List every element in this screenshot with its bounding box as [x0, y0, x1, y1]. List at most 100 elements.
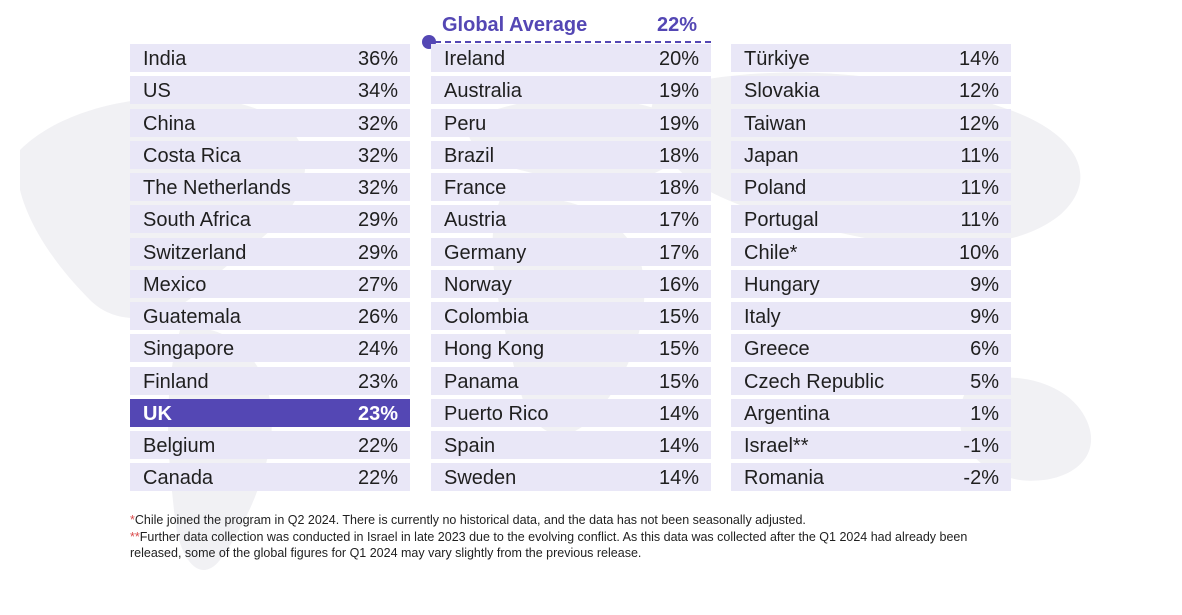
country-value: 14%	[958, 48, 999, 70]
country-value: -2%	[963, 467, 999, 490]
footnote-1: *Chile joined the program in Q2 2024. Th…	[130, 512, 1010, 529]
country-value: 11%	[960, 177, 999, 199]
country-name: Australia	[444, 80, 522, 103]
country-name: Türkiye	[744, 48, 810, 70]
country-row: Japan 11%	[731, 140, 1011, 169]
country-row: Czech Republic 5%	[731, 366, 1011, 395]
country-value: 29%	[357, 209, 398, 232]
country-row: Costa Rica 32%	[130, 140, 410, 169]
country-value: 11%	[960, 144, 999, 167]
country-name: UK	[143, 402, 172, 425]
country-row: Colombia 15%	[431, 302, 711, 330]
country-row: Guatemala 26%	[130, 302, 410, 330]
global-average-label: Global Average	[442, 14, 588, 36]
country-name: Taiwan	[744, 112, 807, 135]
country-row: Slovakia 12%	[731, 76, 1011, 105]
country-value: 17%	[658, 241, 699, 264]
country-value: 18%	[658, 177, 699, 199]
country-row: Ireland 20%	[431, 44, 711, 72]
country-name: Sweden	[444, 467, 517, 490]
country-name: Slovakia	[744, 80, 820, 103]
country-name: Ireland	[444, 48, 506, 70]
country-row: Hong Kong 15%	[431, 334, 711, 363]
country-name: Japan	[744, 144, 799, 167]
country-name: US	[143, 80, 171, 103]
country-row: Finland 23%	[130, 366, 410, 395]
country-value: 22%	[357, 467, 398, 490]
country-row: Germany 17%	[431, 237, 711, 266]
country-row: Canada 22%	[130, 463, 410, 492]
country-row: Mexico 27%	[130, 269, 410, 298]
country-name: Colombia	[444, 306, 529, 328]
country-row: India 36%	[130, 44, 410, 72]
country-value: 36%	[357, 48, 398, 70]
country-name: Hungary	[744, 273, 820, 296]
country-name: Finland	[143, 370, 209, 393]
country-value: 12%	[958, 112, 999, 135]
country-row: Greece 6%	[731, 334, 1011, 363]
country-row: Australia 19%	[431, 76, 711, 105]
country-value: 23%	[357, 370, 398, 393]
country-name: Chile*	[744, 241, 798, 264]
country-name: Romania	[744, 467, 825, 490]
country-name: Mexico	[143, 273, 207, 296]
country-name: Costa Rica	[143, 144, 241, 167]
country-value: 14%	[658, 435, 699, 457]
country-value: 14%	[658, 467, 699, 490]
country-name: Hong Kong	[444, 338, 545, 361]
country-row: The Netherlands 32%	[130, 173, 410, 201]
country-name: Switzerland	[143, 241, 247, 264]
country-name: Austria	[444, 209, 507, 232]
country-name: France	[444, 177, 507, 199]
country-row: Puerto Rico 14%	[431, 398, 711, 427]
country-name: Norway	[444, 273, 512, 296]
country-row: Italy 9%	[731, 302, 1011, 330]
country-name: Panama	[444, 370, 519, 393]
country-value: 9%	[970, 273, 999, 296]
country-value: 20%	[658, 48, 699, 70]
footnote-2-marker: **	[130, 529, 140, 544]
country-row: Panama 15%	[431, 366, 711, 395]
country-name: Peru	[444, 112, 487, 135]
country-row: Norway 16%	[431, 269, 711, 298]
country-row: China 32%	[130, 108, 410, 137]
country-row: Belgium 22%	[130, 431, 410, 459]
country-name: The Netherlands	[143, 177, 291, 199]
country-row: UK 23%	[130, 398, 410, 427]
country-name: Greece	[744, 338, 810, 361]
country-value: 27%	[357, 273, 398, 296]
country-value: 34%	[357, 80, 398, 103]
country-row: Portugal 11%	[731, 205, 1011, 234]
country-row: South Africa 29%	[130, 205, 410, 234]
country-value: 15%	[658, 306, 699, 328]
country-value: 5%	[970, 370, 999, 393]
country-name: Belgium	[143, 435, 216, 457]
country-row: Sweden 14%	[431, 463, 711, 492]
country-row: France 18%	[431, 173, 711, 201]
country-name: South Africa	[143, 209, 251, 232]
footnote-2: **Further data collection was conducted …	[130, 529, 1010, 562]
country-value: 11%	[960, 209, 999, 232]
country-row: Austria 17%	[431, 205, 711, 234]
country-value: 22%	[357, 435, 398, 457]
country-row: Singapore 24%	[130, 334, 410, 363]
country-value: 23%	[357, 402, 398, 425]
country-value: 12%	[958, 80, 999, 103]
country-name: Poland	[744, 177, 807, 199]
country-row: Peru 19%	[431, 108, 711, 137]
country-name: India	[143, 48, 187, 70]
country-name: Portugal	[744, 209, 819, 232]
country-row: Türkiye 14%	[731, 44, 1011, 72]
footnotes: *Chile joined the program in Q2 2024. Th…	[130, 512, 1010, 562]
country-name: Brazil	[444, 144, 495, 167]
ranking-column-2: Ireland 20% Australia 19% Peru 19% Brazil 18% Fr…	[431, 44, 711, 496]
ranking-column-1: India 36% US 34% China 32% Costa Rica 32% The Ne…	[130, 44, 410, 496]
footnote-2-text: Further data collection was conducted in…	[130, 529, 968, 561]
country-value: 29%	[357, 241, 398, 264]
country-name: Puerto Rico	[444, 402, 549, 425]
country-name: China	[143, 112, 196, 135]
country-value: 32%	[357, 177, 398, 199]
global-average-value: 22%	[656, 14, 697, 36]
country-row: Argentina 1%	[731, 398, 1011, 427]
country-name: Argentina	[744, 402, 830, 425]
